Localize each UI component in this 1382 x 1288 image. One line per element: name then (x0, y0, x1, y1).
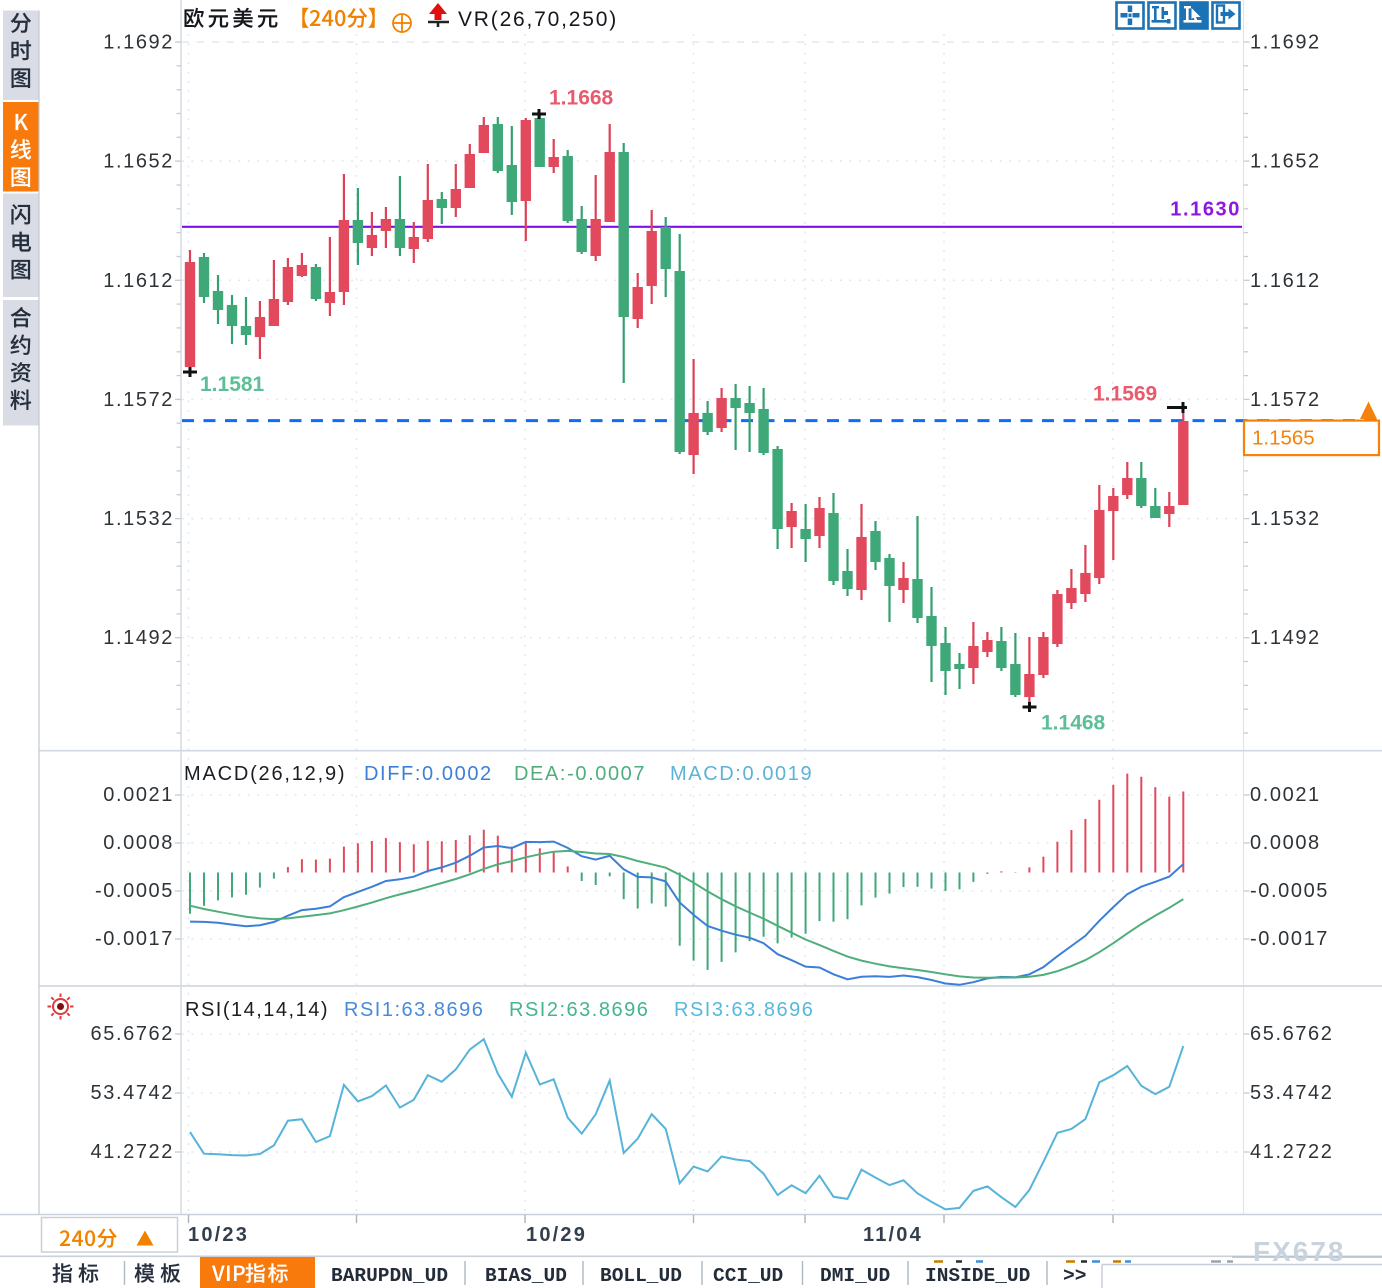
svg-text:1.1492: 1.1492 (103, 627, 174, 649)
svg-text:MACD(26,12,9): MACD(26,12,9) (184, 763, 346, 785)
svg-text:DMI_UD: DMI_UD (820, 1265, 890, 1287)
svg-text:1.1692: 1.1692 (103, 32, 174, 54)
svg-text:BIAS_UD: BIAS_UD (485, 1265, 567, 1287)
svg-text:65.6762: 65.6762 (91, 1023, 175, 1045)
svg-text:0.0008: 0.0008 (103, 832, 174, 854)
svg-text:0.0021: 0.0021 (1250, 784, 1321, 806)
svg-text:0.0008: 0.0008 (1250, 832, 1321, 854)
svg-text:1.1468: 1.1468 (1041, 712, 1106, 735)
svg-text:>>: >> (1063, 1265, 1086, 1287)
svg-text:RSI2:63.8696: RSI2:63.8696 (509, 999, 649, 1021)
svg-text:1.1630: 1.1630 (1170, 199, 1241, 221)
svg-text:-0.0005: -0.0005 (1250, 880, 1329, 902)
svg-text:VR(26,70,250): VR(26,70,250) (458, 8, 618, 31)
svg-text:RSI1:63.8696: RSI1:63.8696 (344, 999, 484, 1021)
svg-text:RSI3:63.8696: RSI3:63.8696 (674, 999, 814, 1021)
svg-text:0.0021: 0.0021 (103, 784, 174, 806)
svg-text:65.6762: 65.6762 (1250, 1023, 1334, 1045)
svg-text:DIFF:0.0002: DIFF:0.0002 (364, 763, 493, 785)
svg-text:1.1569: 1.1569 (1093, 383, 1157, 406)
svg-text:CCI_UD: CCI_UD (713, 1265, 783, 1287)
svg-text:1.1572: 1.1572 (1250, 389, 1321, 411)
svg-text:MACD:0.0019: MACD:0.0019 (670, 763, 813, 785)
svg-text:1.1532: 1.1532 (1250, 508, 1321, 530)
svg-text:1.1652: 1.1652 (103, 151, 174, 173)
svg-text:RSI(14,14,14): RSI(14,14,14) (185, 999, 329, 1021)
svg-text:1.1652: 1.1652 (1250, 151, 1321, 173)
svg-text:10/29: 10/29 (526, 1224, 587, 1246)
svg-text:1.1692: 1.1692 (1250, 32, 1321, 54)
svg-text:41.2722: 41.2722 (91, 1141, 175, 1163)
svg-text:DEA:-0.0007: DEA:-0.0007 (514, 763, 646, 785)
svg-text:1.1492: 1.1492 (1250, 627, 1321, 649)
svg-text:1.1572: 1.1572 (103, 389, 174, 411)
svg-text:41.2722: 41.2722 (1250, 1141, 1334, 1163)
svg-text:-0.0017: -0.0017 (95, 928, 174, 950)
svg-text:-0.0005: -0.0005 (95, 880, 174, 902)
svg-text:53.4742: 53.4742 (1250, 1082, 1334, 1104)
svg-text:BOLL_UD: BOLL_UD (600, 1265, 682, 1287)
svg-text:INSIDE_UD: INSIDE_UD (925, 1265, 1030, 1287)
svg-text:1.1612: 1.1612 (1250, 270, 1321, 292)
svg-text:1.1565: 1.1565 (1252, 427, 1315, 450)
svg-text:BARUPDN_UD: BARUPDN_UD (331, 1265, 448, 1287)
svg-text:1.1532: 1.1532 (103, 508, 174, 530)
svg-text:53.4742: 53.4742 (91, 1082, 175, 1104)
svg-text:1.1612: 1.1612 (103, 270, 174, 292)
svg-text:-0.0017: -0.0017 (1250, 928, 1329, 950)
svg-text:1.1581: 1.1581 (200, 373, 265, 396)
svg-text:10/23: 10/23 (188, 1224, 249, 1246)
svg-text:11/04: 11/04 (863, 1224, 923, 1246)
svg-text:FX678: FX678 (1253, 1236, 1346, 1267)
svg-text:1.1668: 1.1668 (549, 87, 614, 110)
